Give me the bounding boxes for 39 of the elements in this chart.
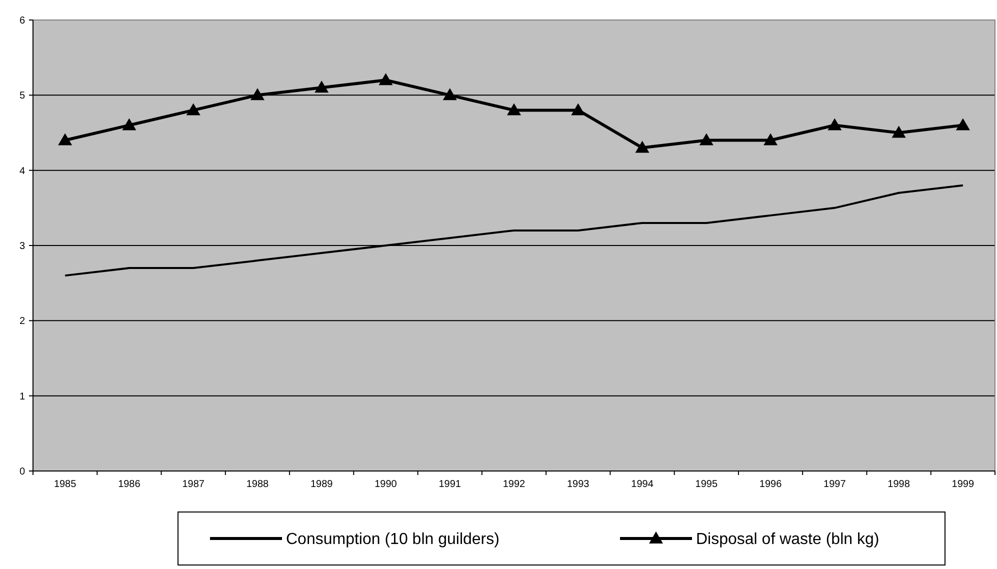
x-tick-label: 1994: [631, 479, 654, 490]
x-tick-label: 1986: [118, 479, 141, 490]
x-tick-label: 1990: [374, 479, 398, 490]
point: [378, 73, 393, 86]
y-tick-label: 1: [19, 391, 26, 402]
x-tick-label: 1998: [888, 479, 910, 490]
point: [635, 140, 650, 153]
legend-label: Consumption (10 bln guilders): [286, 531, 500, 548]
x-tick-label: 1997: [824, 479, 846, 490]
point: [314, 80, 329, 93]
point: [828, 118, 842, 130]
point: [571, 103, 586, 116]
x-tick-label: 1988: [246, 479, 270, 490]
point: [507, 103, 521, 116]
x-tick-label: 1989: [310, 479, 334, 490]
legend-label: Disposal of waste (bln kg): [696, 531, 880, 548]
y-tick-label: 3: [19, 241, 26, 252]
point: [122, 118, 136, 130]
point: [956, 118, 970, 130]
y-tick-label: 2: [19, 316, 26, 328]
x-tick-label: 1987: [182, 479, 205, 490]
x-tick-label: 1996: [759, 479, 782, 490]
x-tick-label: 1992: [502, 479, 526, 490]
y-tick-label: 0: [19, 466, 26, 478]
point: [58, 133, 72, 146]
point: [892, 126, 906, 138]
x-tick-label: 1999: [952, 479, 974, 490]
x-tick-label: 1995: [695, 479, 718, 490]
x-tick-label: 1993: [567, 479, 590, 490]
y-tick-label: 6: [19, 16, 26, 26]
point: [250, 88, 264, 100]
y-tick-label: 5: [19, 90, 26, 102]
y-tick-label: 4: [19, 166, 26, 177]
point: [764, 133, 778, 146]
x-tick-label: 1985: [54, 479, 77, 490]
point: [699, 133, 714, 146]
point: [442, 88, 457, 100]
x-tick-label: 1991: [438, 479, 462, 490]
point: [186, 103, 200, 116]
